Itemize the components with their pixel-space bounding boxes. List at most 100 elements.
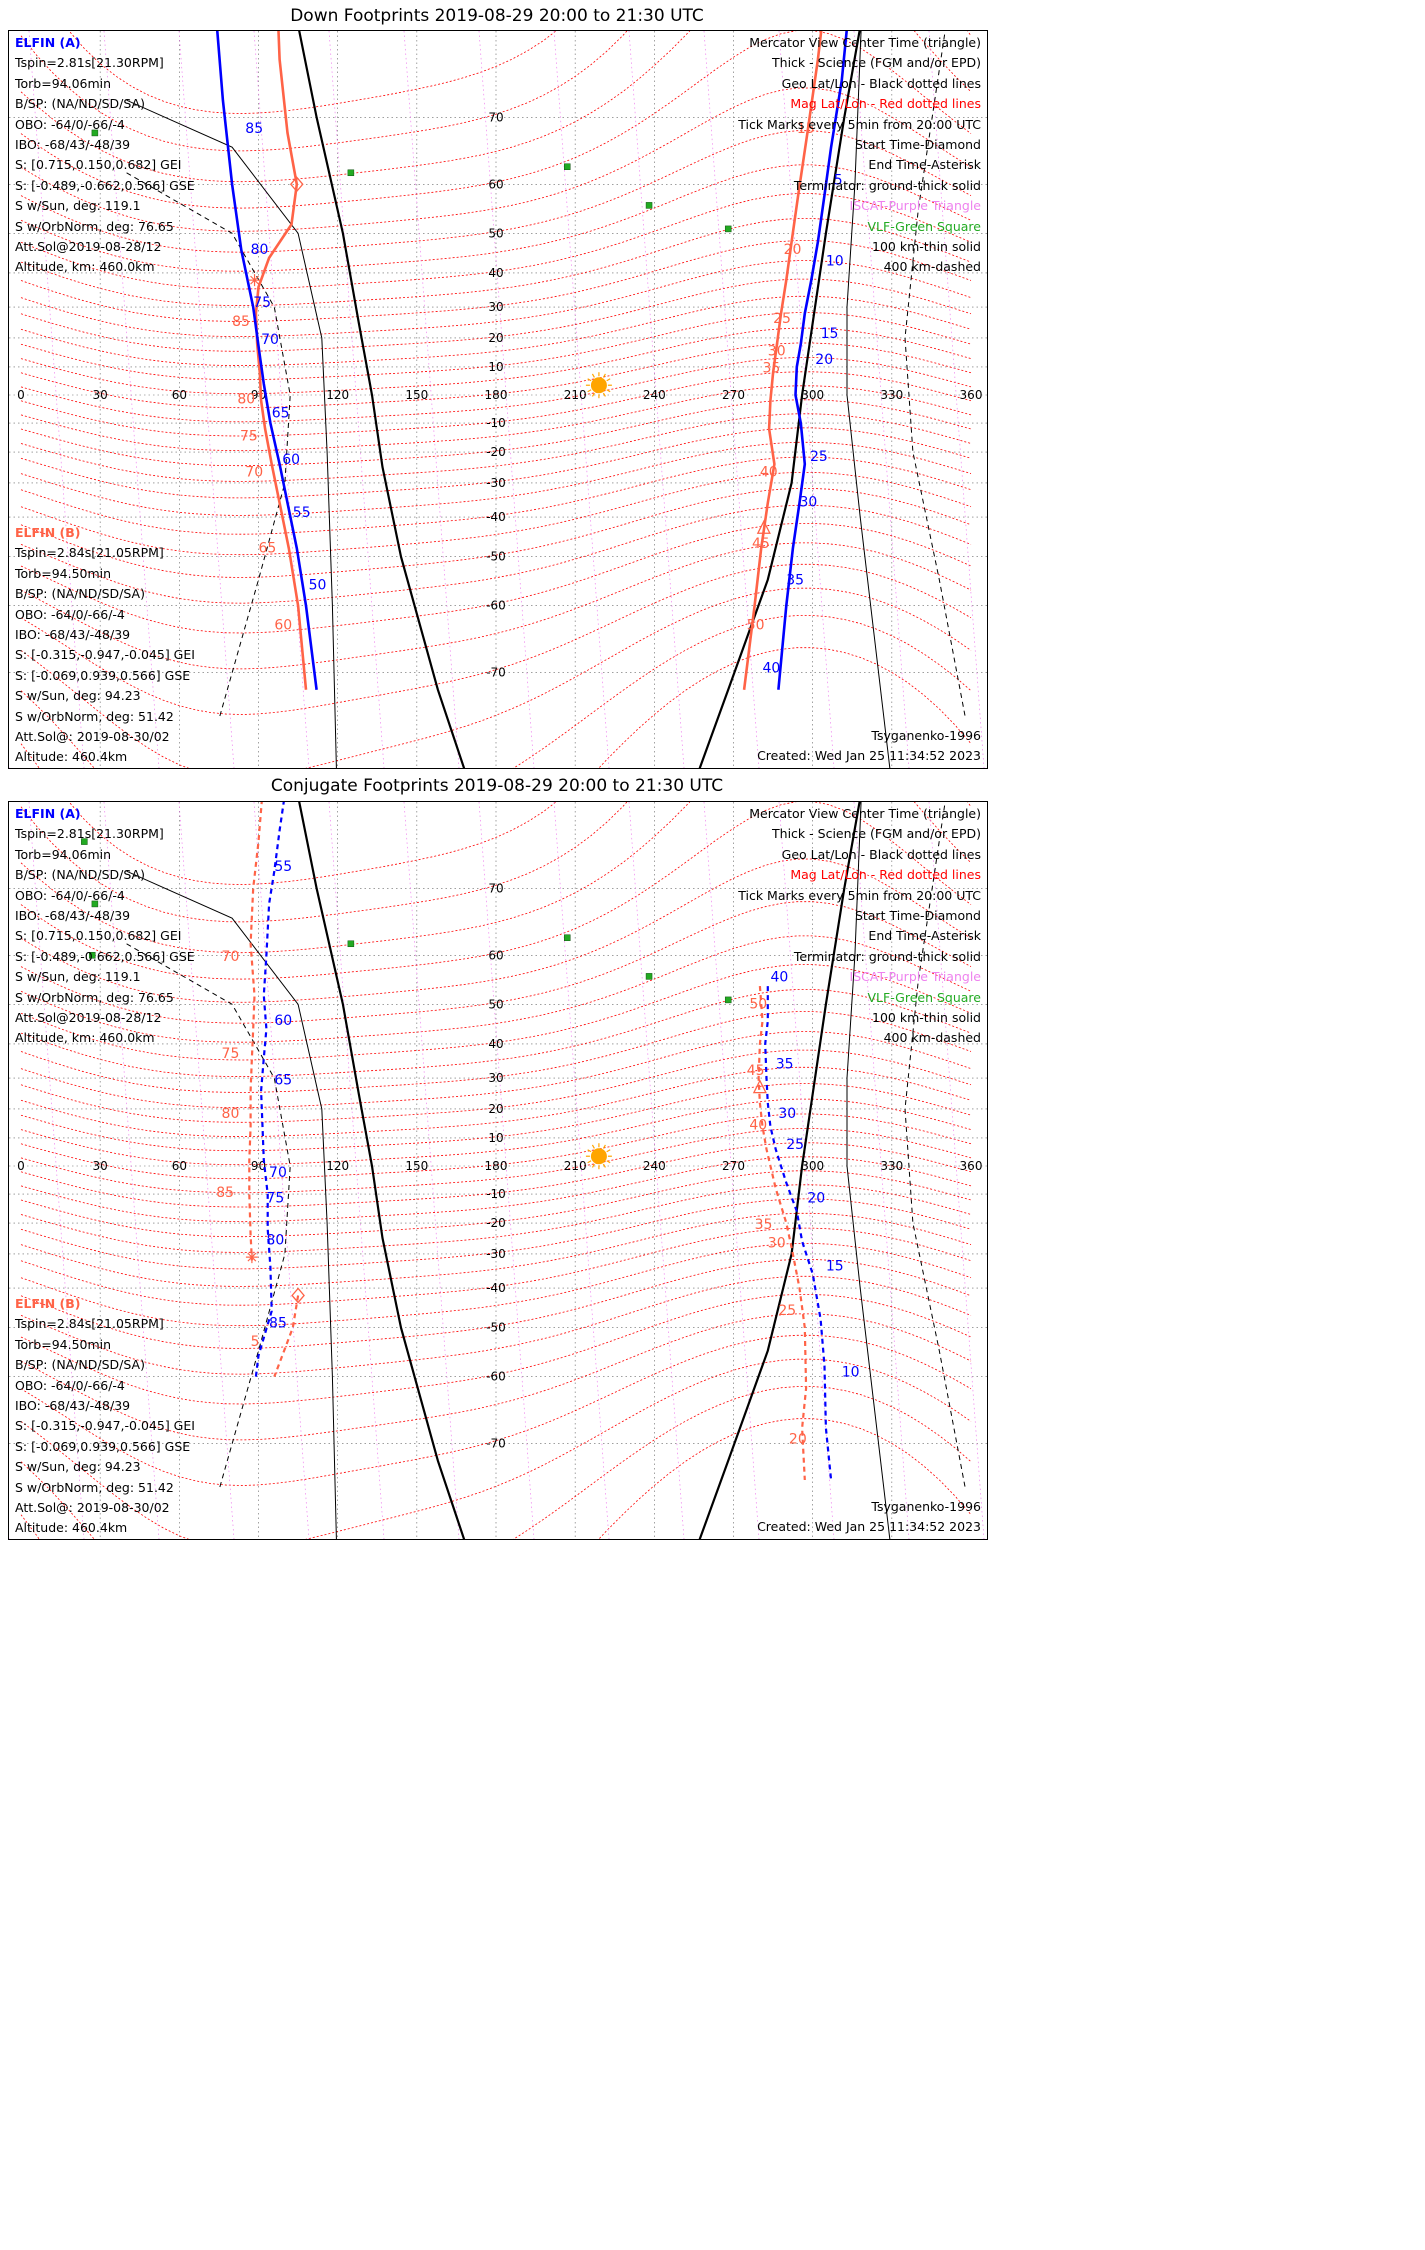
- mag-lat-line: [20, 964, 972, 1061]
- mag-lat-line: [20, 371, 972, 437]
- vlf-station-marker: [89, 952, 96, 959]
- terminator-100km-west: [126, 870, 337, 1539]
- vlf-station-marker: [564, 934, 571, 941]
- info-line: S: [-0.315,-0.947,-0.045] GEI: [15, 1418, 195, 1434]
- elfin-a-tick-label: 35: [776, 1056, 794, 1072]
- lon-tick-label: 300: [801, 1159, 824, 1173]
- info-line: Torb=94.50min: [15, 565, 112, 581]
- info-line: B/SP: (NA/ND/SD/SA): [15, 867, 145, 883]
- elfin-a-tick-label: 70: [269, 1165, 287, 1181]
- terminator-group: [126, 31, 967, 768]
- elfin-b-tick-label: 80: [237, 391, 255, 407]
- center-time-triangle: [756, 519, 771, 534]
- elfin-a-track: [215, 31, 318, 690]
- vlf-station-marker: [91, 129, 99, 137]
- elfin-a-info: ELFIN (A) Tspin=2.81s[21.30RPM] Torb=94.…: [15, 33, 195, 278]
- info-line: S w/Sun, deg: 119.1: [15, 198, 141, 214]
- lat-tick-label: 30: [488, 1071, 503, 1085]
- info-line: S: [0.715,0.150,0.682] GEI: [15, 928, 182, 944]
- elfin-b-tick-label: 35: [763, 361, 781, 377]
- lon-tick-label: 60: [172, 388, 187, 402]
- legend-line: 100 km-thin solid: [872, 238, 981, 254]
- sun-ray: [587, 1149, 592, 1153]
- terminator-400km-west: [126, 172, 291, 720]
- info-line: Att.Sol@: 2019-08-30/02: [15, 728, 170, 744]
- mag-lat-line: [20, 1212, 972, 1287]
- elfin-a-tick-label: 30: [799, 494, 817, 510]
- info-line: S w/OrbNorm, deg: 76.65: [15, 218, 174, 234]
- lon-tick-label: 180: [485, 1159, 508, 1173]
- mag-meridian: [853, 31, 910, 768]
- sun-ray: [591, 373, 595, 378]
- sun-disk: [590, 1148, 607, 1165]
- mag-meridian: [703, 802, 760, 1539]
- mag-lat-line: [20, 260, 972, 338]
- legend-line: VLF-Green Square: [867, 218, 981, 234]
- mag-lat-line: [20, 218, 972, 307]
- mag-lat-line: [20, 1334, 972, 1486]
- lon-tick-label: 90: [251, 1159, 266, 1173]
- mag-meridian: [103, 31, 160, 768]
- lat-tick-label: 30: [488, 300, 503, 314]
- elfin-b-tick-label: 25: [778, 1303, 796, 1319]
- mag-lat-line: [20, 488, 972, 578]
- mag-meridian: [928, 802, 985, 1539]
- model-name: Tsyganenko-1996: [871, 728, 981, 743]
- map-legend: Mercator View Center Time (triangle) Thi…: [738, 804, 981, 1049]
- legend-line: Mercator View Center Time (triangle): [749, 806, 981, 821]
- mag-lat-line: [20, 399, 972, 467]
- lat-tick-label: 60: [488, 948, 503, 962]
- info-line: S w/OrbNorm, deg: 51.42: [15, 708, 174, 724]
- mag-lat-line: [20, 240, 972, 322]
- mag-lat-line: [20, 1156, 972, 1223]
- mag-meridian: [253, 802, 310, 1539]
- legend-line: Start Time-Diamond: [854, 907, 981, 923]
- mag-lat-line: [20, 342, 972, 409]
- mag-lat-line: [20, 1198, 972, 1270]
- sun-icon: [585, 1143, 612, 1170]
- legend-line: Tick Marks every 5min from 20:00 UTC: [738, 887, 981, 903]
- mag-lat-line: [20, 1313, 972, 1441]
- elfin-b-tick-label: 20: [789, 1432, 807, 1448]
- info-line: S w/Sun, deg: 94.23: [15, 1459, 141, 1475]
- mag-lat-line: [20, 1418, 972, 1539]
- footprint-map-down: 0 30 60 90 120 150 180 210 240 270 300 330 360 70 60 50…: [8, 30, 988, 769]
- mag-lat-line: [20, 989, 972, 1078]
- mag-meridian: [703, 31, 760, 768]
- info-line: B/SP: (NA/ND/SD/SA): [15, 586, 145, 602]
- mag-grid: [9, 31, 985, 768]
- lat-tick-label: -50: [486, 1321, 506, 1335]
- footprint-tracks: 5560657075808540353025201510657075808555…: [216, 802, 860, 1481]
- elfin-b-tick-label: 85: [216, 1185, 234, 1201]
- panel-title-down: Down Footprints 2019-08-29 20:00 to 21:3…: [290, 6, 704, 26]
- mag-lat-line: [20, 31, 972, 209]
- elfin-b-tick-label: 80: [222, 1106, 240, 1122]
- info-line: OBO: -64/0/-66/-4: [15, 606, 125, 622]
- lat-tick-label: -50: [486, 550, 506, 564]
- lat-tick-label: -10: [486, 416, 506, 430]
- elfin-a-tick-label: 65: [272, 405, 290, 421]
- elfin-b-tick-label: 15: [797, 121, 815, 137]
- mag-lat-line: [20, 413, 972, 482]
- legend-line: Terminator: ground-thick solid: [793, 177, 981, 193]
- asterisk-stroke: [247, 1252, 257, 1262]
- terminator-400km-east: [904, 805, 967, 1491]
- map-legend: Mercator View Center Time (triangle) Thi…: [738, 33, 981, 278]
- mag-meridian: [178, 31, 235, 768]
- mag-lat-line: [20, 523, 972, 634]
- info-line: S: [-0.489,-0.662,0.566] GSE: [15, 177, 195, 193]
- info-line: S: [-0.069,0.939,0.566] GSE: [15, 667, 191, 683]
- terminator-ground-west: [298, 802, 466, 1539]
- info-line: Altitude, km: 460.0km: [15, 1030, 155, 1046]
- info-line: Tspin=2.81s[21.30RPM]: [15, 826, 164, 842]
- terminator-100km-west: [126, 99, 337, 768]
- legend-line: Terminator: ground-thick solid: [793, 948, 981, 964]
- elfin-a-tick-label: 75: [266, 1191, 284, 1207]
- elfin-b-tick-label: 45: [747, 1063, 765, 1079]
- model-name: Tsyganenko-1996: [871, 1499, 981, 1514]
- elfin-b-name: ELFIN (B): [15, 1296, 81, 1311]
- lat-tick-label: 40: [488, 1037, 503, 1051]
- elfin-b-tick-label: 30: [768, 1236, 786, 1252]
- info-line: S w/OrbNorm, deg: 76.65: [15, 989, 174, 1005]
- elfin-b-track: [248, 802, 263, 1261]
